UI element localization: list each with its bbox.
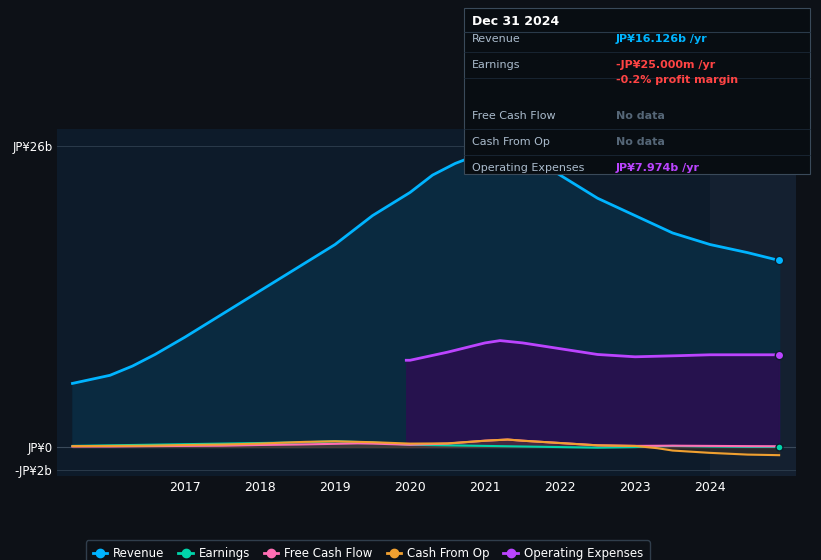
Text: Dec 31 2024: Dec 31 2024 [472,15,559,28]
Text: Earnings: Earnings [472,60,521,70]
Text: Cash From Op: Cash From Op [472,137,550,147]
Text: -JP¥25.000m /yr: -JP¥25.000m /yr [616,60,715,70]
Text: JP¥7.974b /yr: JP¥7.974b /yr [616,163,699,173]
Text: Revenue: Revenue [472,34,521,44]
Text: No data: No data [616,111,665,122]
Text: Operating Expenses: Operating Expenses [472,163,585,173]
Text: Free Cash Flow: Free Cash Flow [472,111,556,122]
Text: No data: No data [616,137,665,147]
Text: JP¥16.126b /yr: JP¥16.126b /yr [616,34,708,44]
Bar [710,129,796,476]
Text: -0.2% profit margin: -0.2% profit margin [616,76,738,86]
Legend: Revenue, Earnings, Free Cash Flow, Cash From Op, Operating Expenses: Revenue, Earnings, Free Cash Flow, Cash … [85,540,650,560]
